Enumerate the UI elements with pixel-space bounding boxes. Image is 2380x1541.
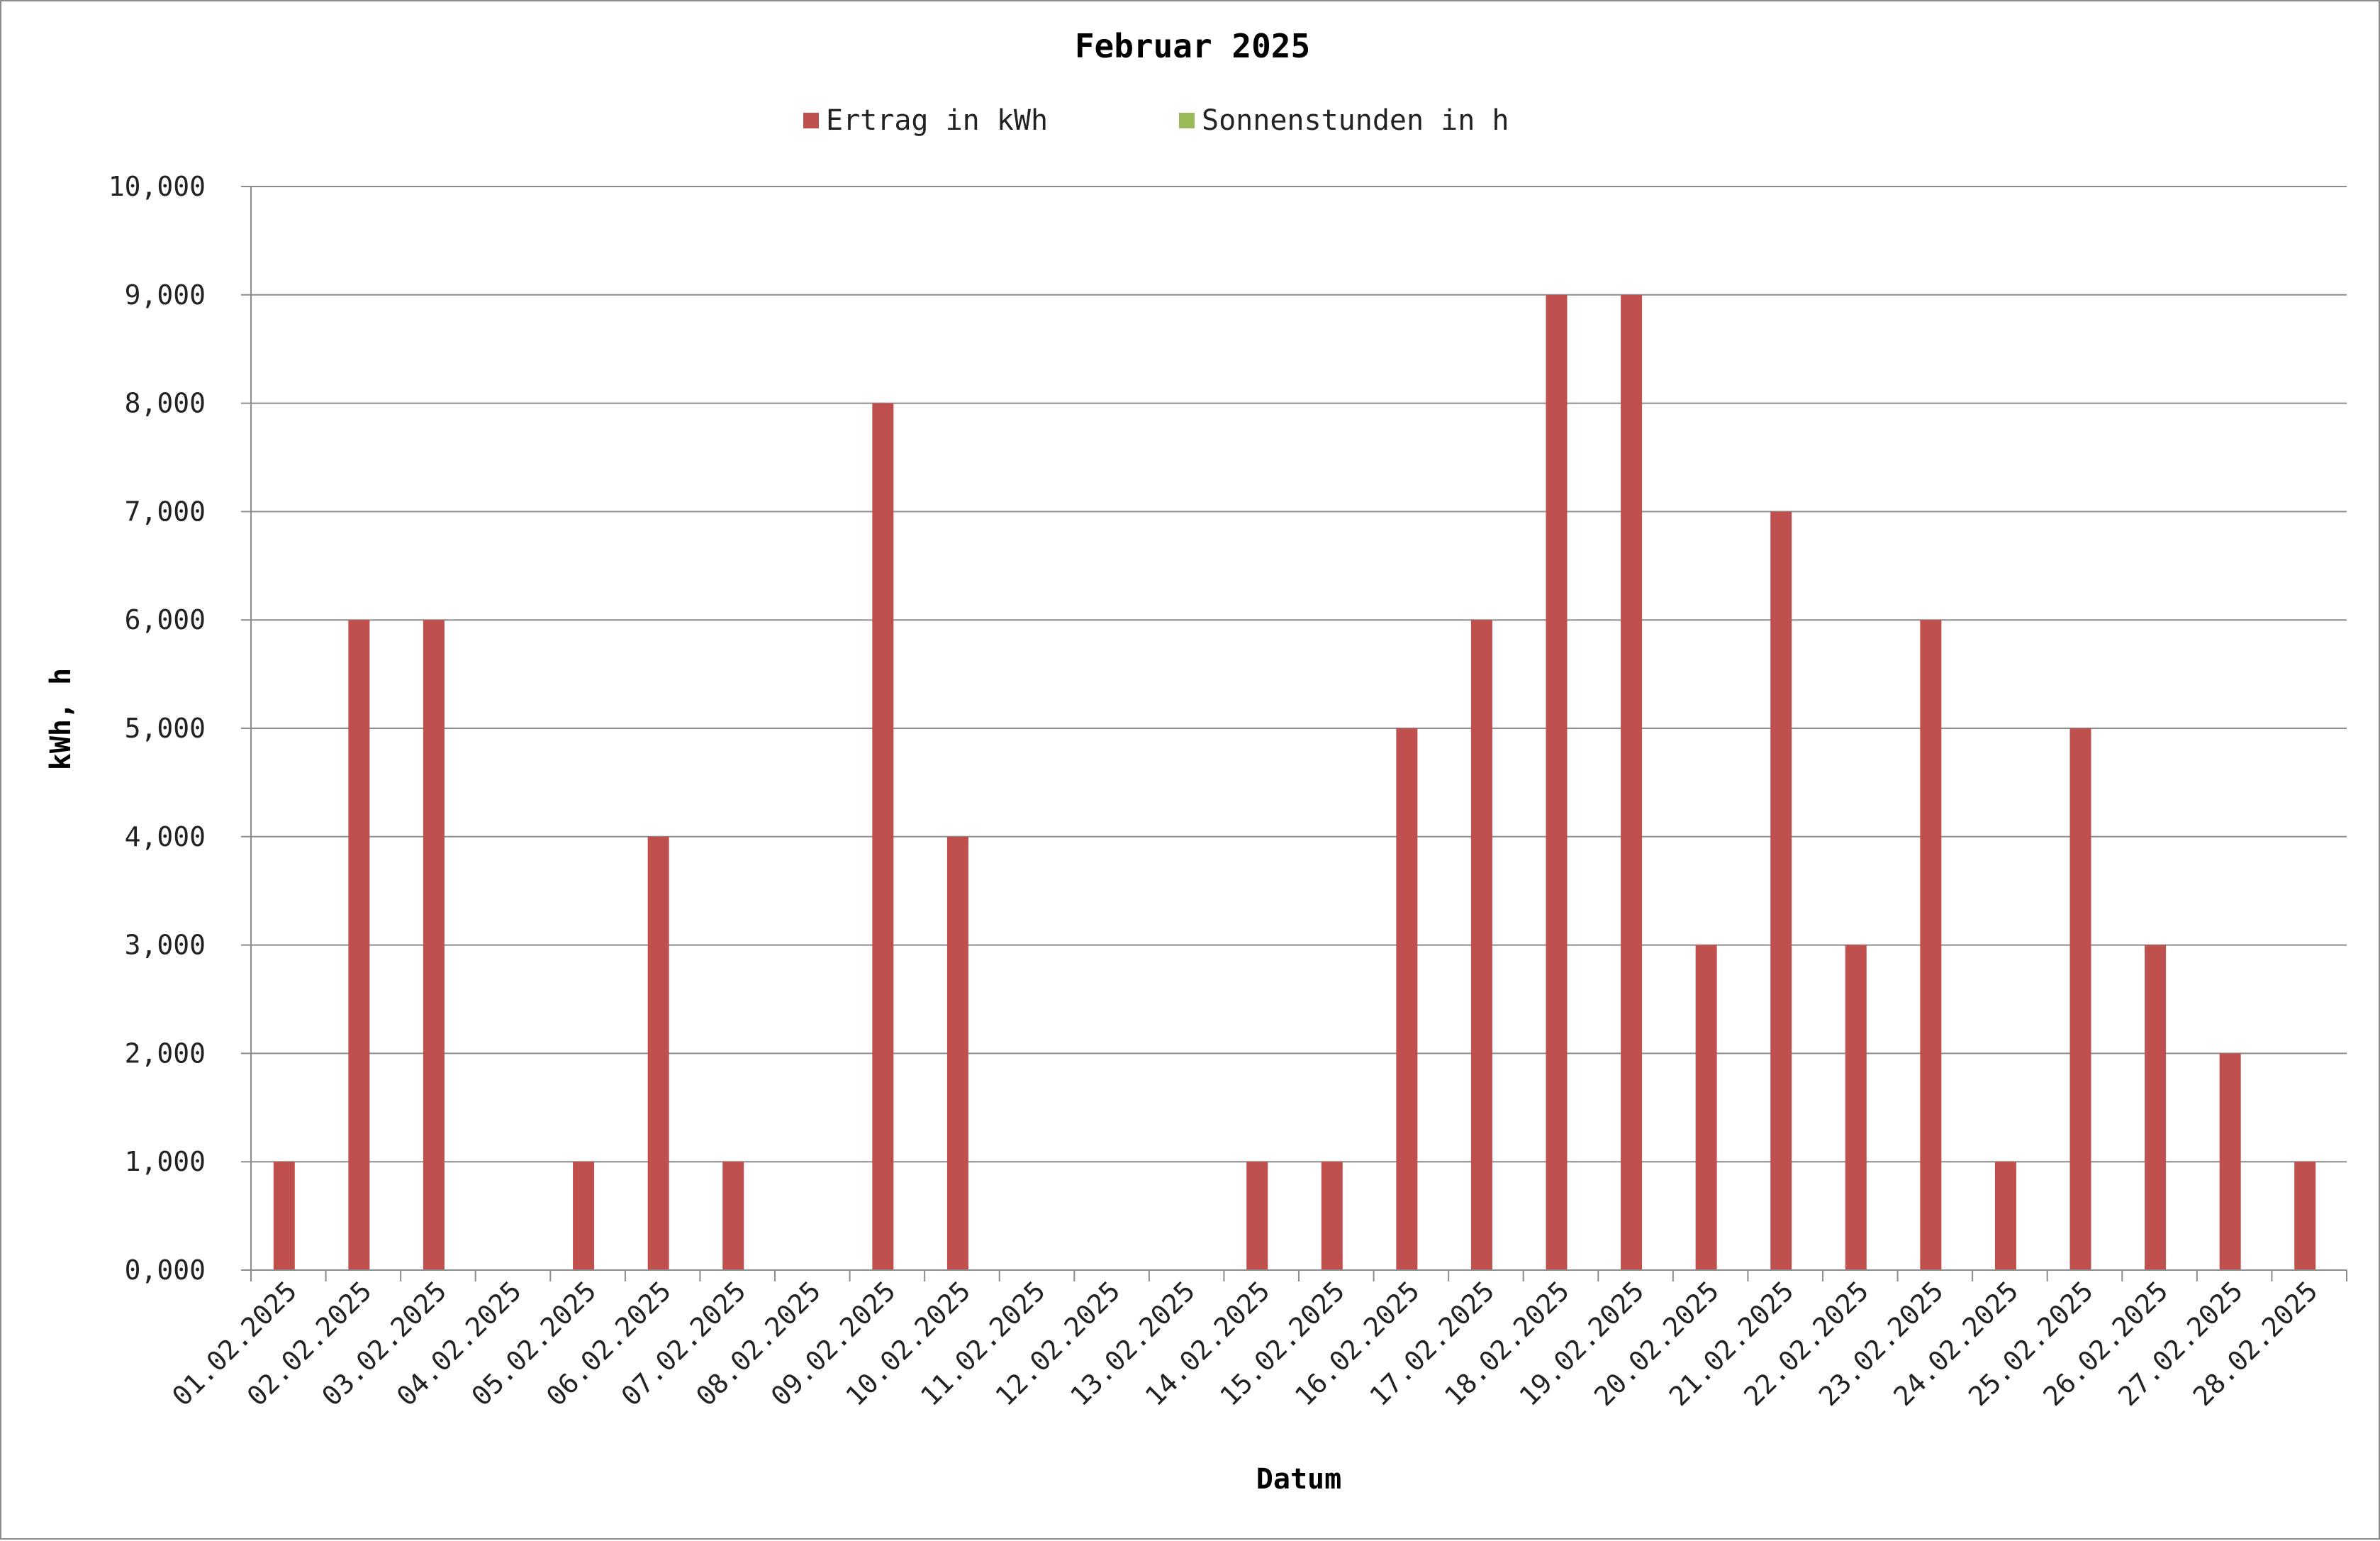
bar-ertrag-25.02.2025	[2069, 728, 2091, 1270]
bar-ertrag-03.02.2025	[423, 620, 445, 1270]
y-axis-ticks: 0,000 1,000 2,000 3,000 4,000 5,000 6,000 7,000…	[108, 171, 206, 1286]
bar-ertrag-06.02.2025	[647, 836, 669, 1270]
legend: Ertrag in kWh Sonnenstunden in h	[803, 104, 1509, 137]
y-tick-label: 6,000	[125, 604, 206, 635]
bar-ertrag-07.02.2025	[722, 1162, 744, 1270]
y-tick-label: 9,000	[125, 279, 206, 311]
x-axis	[250, 187, 2347, 1281]
bar-ertrag-02.02.2025	[348, 620, 370, 1270]
y-tick-label: 4,000	[125, 821, 206, 852]
legend-label-sonnenstunden: Sonnenstunden in h	[1202, 104, 1509, 137]
bar-ertrag-01.02.2025	[273, 1162, 295, 1270]
bar-ertrag-17.02.2025	[1470, 620, 1492, 1270]
bar-ertrag-20.02.2025	[1695, 945, 1717, 1270]
x-axis-ticks: 01.02.202502.02.202503.02.202504.02.2025…	[166, 1275, 2323, 1412]
bar-ertrag-05.02.2025	[573, 1162, 595, 1270]
y-tick-label: 8,000	[125, 388, 206, 419]
bar-ertrag-18.02.2025	[1546, 294, 1568, 1270]
y-tick-label: 0,000	[125, 1255, 206, 1286]
bar-ertrag-14.02.2025	[1246, 1162, 1268, 1270]
y-tick-label: 3,000	[125, 930, 206, 961]
bar-ertrag-09.02.2025	[872, 403, 894, 1270]
bar-ertrag-24.02.2025	[1994, 1162, 2016, 1270]
legend-swatch-ertrag	[803, 113, 819, 128]
gridlines	[241, 186, 2347, 1271]
bar-ertrag-28.02.2025	[2294, 1162, 2316, 1270]
bar-ertrag-15.02.2025	[1321, 1162, 1343, 1270]
bar-ertrag-23.02.2025	[1920, 620, 1942, 1270]
legend-swatch-sonnenstunden	[1179, 113, 1195, 128]
x-axis-title: Datum	[1256, 1463, 1341, 1496]
bar-ertrag-22.02.2025	[1845, 945, 1867, 1270]
bar-ertrag-21.02.2025	[1770, 511, 1792, 1270]
y-tick-label: 10,000	[108, 171, 206, 202]
chart-title: Februar 2025	[1075, 27, 1310, 65]
y-tick-label: 2,000	[125, 1037, 206, 1069]
y-tick-label: 1,000	[125, 1146, 206, 1177]
legend-label-ertrag: Ertrag in kWh	[826, 104, 1048, 137]
bars	[273, 294, 2316, 1270]
bar-ertrag-27.02.2025	[2219, 1053, 2241, 1270]
bar-ertrag-26.02.2025	[2145, 945, 2167, 1270]
y-tick-label: 5,000	[125, 713, 206, 744]
bar-ertrag-19.02.2025	[1621, 294, 1643, 1270]
y-axis-title: kWh, h	[45, 668, 77, 771]
y-tick-label: 7,000	[125, 496, 206, 527]
bar-ertrag-10.02.2025	[946, 836, 968, 1270]
bar-ertrag-16.02.2025	[1396, 728, 1418, 1270]
